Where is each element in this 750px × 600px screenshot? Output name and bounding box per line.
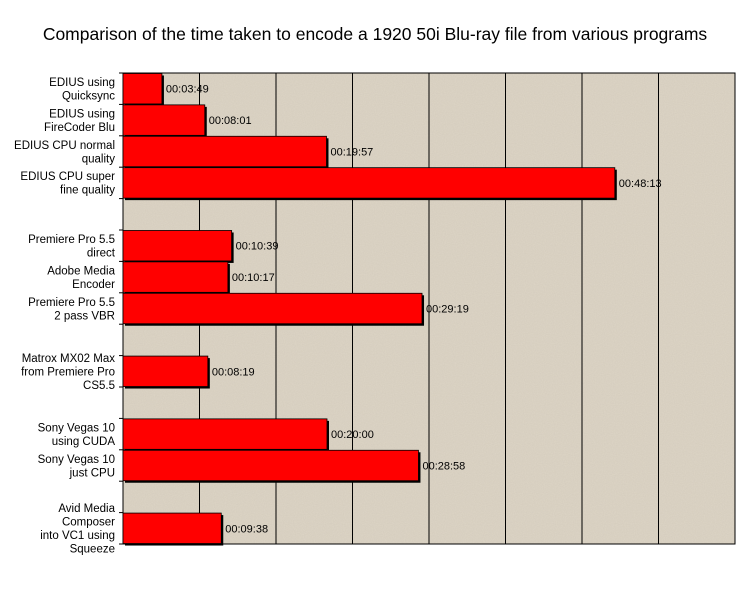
value-label: 00:28:58 (422, 461, 465, 473)
value-label: 00:19:57 (330, 147, 373, 159)
chart-title: Comparison of the time taken to encode a… (42, 24, 708, 44)
bar (122, 355, 209, 387)
value-label: 00:10:39 (236, 241, 279, 253)
category-label: Adobe Media Encoder (47, 265, 115, 291)
bar (122, 261, 229, 293)
category-label: Premiere Pro 5.5 direct (28, 234, 116, 260)
value-label: 00:20:00 (331, 429, 374, 441)
category-axis (119, 72, 123, 545)
category-label: Avid Media Composer into VC1 using Squeeze (40, 503, 115, 556)
value-label: 00:48:13 (619, 178, 662, 190)
bar (122, 167, 616, 199)
category-label: Sony Vegas 10 just CPU (38, 454, 115, 480)
value-label: 00:10:17 (232, 272, 275, 284)
bar (122, 418, 328, 450)
category-label: Premiere Pro 5.5 2 pass VBR (28, 297, 115, 323)
bar (122, 449, 419, 482)
bar (122, 73, 163, 105)
value-label: 00:29:19 (426, 304, 469, 316)
category-label: EDIUS CPU normal quality (14, 140, 115, 166)
category-label: EDIUS using FireCoder Blu (44, 108, 115, 134)
value-label: 00:09:38 (225, 523, 268, 535)
labels: 00:03:49 00:08:01 00:19:57 00:48:13 00:10:39… (14, 77, 662, 556)
category-label: EDIUS using Quicksync (49, 77, 115, 103)
category-label: Sony Vegas 10 using CUDA (38, 422, 116, 448)
bars (122, 73, 617, 546)
category-label: Matrox MX02 Max from Premiere Pro CS5.5 (21, 353, 115, 392)
value-label: 00:08:01 (209, 115, 252, 127)
value-label: 00:08:19 (212, 366, 255, 378)
value-label: 00:03:49 (166, 84, 209, 96)
bar (122, 104, 206, 136)
bar (122, 135, 327, 168)
bar (122, 230, 233, 262)
category-label: EDIUS CPU super fine quality (20, 171, 115, 197)
bar (122, 512, 222, 544)
bar (122, 292, 423, 325)
